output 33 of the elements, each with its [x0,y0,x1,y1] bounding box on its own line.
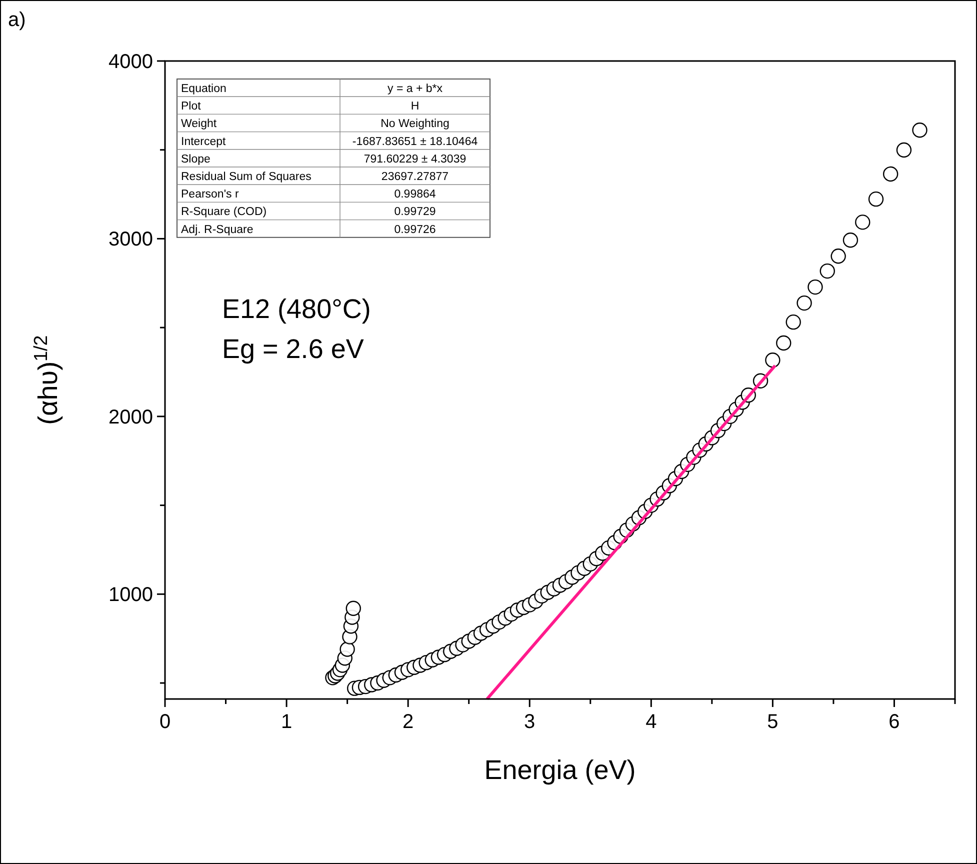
x-tick-label: 3 [524,711,536,733]
annotation: Residual Sum of Squares [181,171,312,183]
annotation: Eg = 2.6 eV [222,334,364,364]
y-tick-label: 1000 [108,584,153,606]
annotation: Weight [181,118,218,130]
annotation: 791.60229 ± 4.3039 [364,153,466,166]
annotation: 0.99864 [394,188,436,201]
text: a) [8,9,26,31]
annotation: Slope [181,153,210,166]
annotation: E12 (480°C) [222,294,371,324]
x-tick-label: 5 [767,711,778,733]
x-tick-label: 4 [646,711,657,733]
annotation: Plot [181,100,202,113]
annotation: Equation [181,83,226,95]
annotation: Adj. R-Square [181,224,254,236]
annotation: H [410,100,420,113]
annotation: 0.99726 [394,224,436,236]
y-tick-label: 4000 [108,51,153,73]
x-tick-label: 1 [280,711,292,733]
annotation: y = a + b*x [388,83,443,95]
annotation: 0.99729 [394,206,436,218]
x-tick-label: 6 [888,711,900,733]
annotation: -1687.83651 ± 18.10464 [352,136,478,148]
annotation: R-Square (COD) [181,206,267,218]
x-axis-title: Energia (eV) [484,755,636,785]
y-tick-label: 3000 [108,228,153,251]
y-tick-label: 2000 [108,406,153,428]
annotation: Intercept [181,136,227,148]
annotation: 23697.27877 [381,171,449,183]
annotation: No Weighting [380,118,450,130]
annotation: Pearson's r [181,188,239,201]
x-tick-label: 2 [402,711,414,733]
x-tick-label: 0 [159,711,171,733]
